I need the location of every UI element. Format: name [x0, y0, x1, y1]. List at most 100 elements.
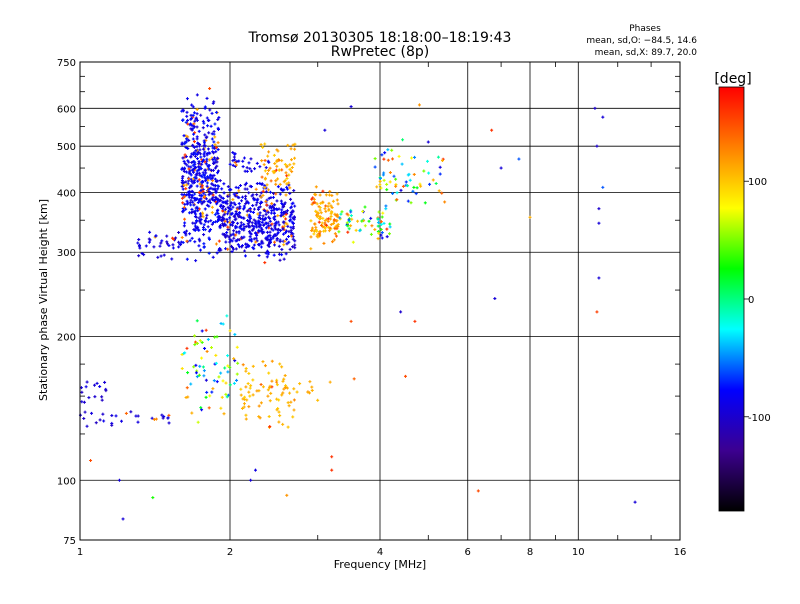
data-point — [328, 189, 332, 193]
data-point — [229, 244, 233, 248]
data-point — [597, 207, 601, 211]
data-point — [220, 218, 224, 222]
data-point — [251, 246, 255, 250]
data-point — [280, 201, 284, 205]
data-point — [211, 193, 215, 197]
data-point — [601, 185, 605, 189]
data-point — [261, 145, 265, 149]
data-point — [190, 179, 194, 183]
data-point — [124, 411, 128, 415]
data-point — [226, 185, 230, 189]
data-point — [221, 222, 225, 226]
data-point — [437, 189, 441, 193]
data-point — [191, 177, 195, 181]
data-point — [214, 191, 218, 195]
data-point — [255, 225, 259, 229]
data-point — [349, 105, 353, 109]
data-point — [211, 158, 215, 162]
data-point — [194, 259, 198, 263]
data-point — [406, 184, 410, 188]
data-point — [360, 219, 364, 223]
data-point — [277, 398, 281, 402]
data-point — [250, 239, 254, 243]
y-tick-label: 400 — [57, 188, 76, 199]
data-point — [318, 193, 322, 197]
data-point — [274, 192, 278, 196]
data-point — [206, 147, 210, 151]
data-point — [255, 161, 259, 165]
data-point — [291, 201, 295, 205]
data-point — [284, 221, 288, 225]
data-point — [284, 231, 288, 235]
data-point — [202, 158, 206, 162]
data-point — [418, 182, 422, 186]
data-point — [197, 129, 201, 133]
data-point — [189, 185, 193, 189]
data-point — [192, 179, 196, 183]
y-tick-label: 75 — [63, 536, 76, 547]
data-point — [385, 188, 389, 192]
data-point — [189, 127, 193, 131]
data-point — [381, 211, 385, 215]
data-point — [202, 369, 206, 373]
data-point — [177, 240, 181, 244]
data-point — [280, 393, 284, 397]
data-point — [248, 231, 252, 235]
data-point — [270, 359, 274, 363]
data-point — [268, 399, 272, 403]
data-point — [272, 211, 276, 215]
data-point — [223, 210, 227, 214]
data-point — [197, 198, 201, 202]
data-point — [204, 216, 208, 220]
data-point — [259, 226, 263, 230]
data-point — [292, 162, 296, 166]
data-point — [312, 197, 316, 201]
data-point — [185, 239, 189, 243]
data-point — [382, 157, 386, 161]
data-point — [289, 205, 293, 209]
data-point — [231, 159, 235, 163]
data-point — [210, 111, 214, 115]
data-point — [266, 234, 270, 238]
data-point — [287, 235, 291, 239]
data-point — [244, 417, 248, 421]
data-point — [276, 185, 280, 189]
data-point — [203, 194, 207, 198]
data-point — [114, 414, 118, 418]
data-point — [269, 179, 273, 183]
data-point — [293, 204, 297, 208]
data-point — [185, 257, 189, 261]
data-point — [180, 367, 184, 371]
data-point — [138, 243, 142, 247]
data-point — [247, 191, 251, 195]
data-point — [159, 254, 163, 258]
data-point — [247, 230, 251, 234]
data-point — [327, 201, 331, 205]
data-point — [264, 190, 268, 194]
data-point — [291, 245, 295, 249]
data-point — [260, 231, 264, 235]
data-point — [184, 145, 188, 149]
data-point — [270, 209, 274, 213]
data-point — [288, 218, 292, 222]
data-point — [419, 184, 423, 188]
data-point — [275, 158, 279, 162]
data-point — [234, 247, 238, 251]
data-point — [476, 489, 480, 493]
data-point — [328, 226, 332, 230]
data-point — [286, 401, 290, 405]
data-point — [318, 215, 322, 219]
data-point — [347, 227, 351, 231]
data-point — [230, 211, 234, 215]
data-point — [225, 217, 229, 221]
data-point — [321, 225, 325, 229]
data-point — [222, 412, 226, 416]
data-point — [633, 500, 637, 504]
data-point — [224, 381, 228, 385]
data-point — [206, 124, 210, 128]
data-point — [292, 216, 296, 220]
data-point — [238, 225, 242, 229]
data-point — [194, 363, 198, 367]
data-point — [220, 187, 224, 191]
data-point — [213, 177, 217, 181]
